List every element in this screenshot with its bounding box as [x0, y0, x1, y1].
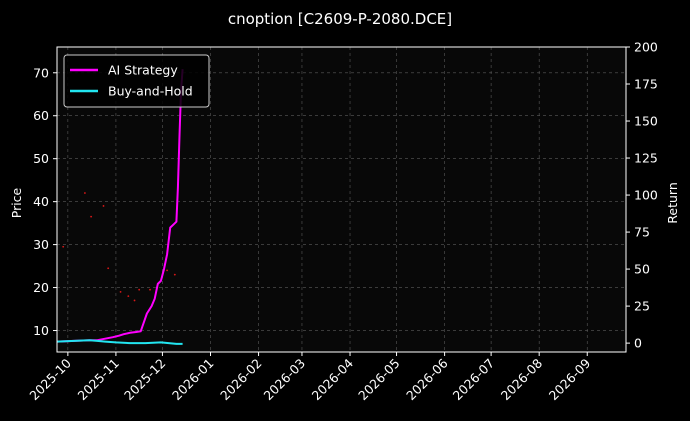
- y-tick-label: 60: [33, 108, 49, 123]
- scatter-point: [138, 288, 141, 291]
- chart-title: cnoption [C2609-P-2080.DCE]: [228, 10, 452, 28]
- scatter-point: [102, 205, 105, 207]
- scatter-point: [133, 299, 136, 302]
- legend-box: [63, 54, 210, 108]
- y2-tick-label: 175: [634, 77, 658, 92]
- y2-tick-label: 150: [634, 114, 658, 129]
- y2-tick-label: 125: [634, 151, 658, 166]
- scatter-point: [107, 267, 110, 270]
- y2-tick-label: 100: [634, 188, 658, 203]
- series-line-1: [56, 339, 183, 345]
- y2-tick-label: 25: [634, 299, 650, 314]
- scatter-point: [127, 295, 130, 298]
- scatter-point: [84, 192, 86, 194]
- scatter-point: [173, 273, 176, 276]
- y-tick-label: 70: [33, 65, 49, 80]
- legend-label: Buy-and-Hold: [108, 84, 193, 99]
- scatter-point: [62, 245, 65, 248]
- legend-label: AI Strategy: [108, 63, 178, 78]
- y2-tick-label: 200: [634, 40, 658, 55]
- y-tick-label: 20: [33, 280, 49, 295]
- scatter-point: [119, 290, 122, 293]
- y-tick-label: 50: [33, 151, 49, 166]
- y2-tick-label: 75: [634, 225, 650, 240]
- plot-frame: [56, 46, 627, 353]
- y-tick-label: 30: [33, 237, 49, 252]
- series-line-0: [56, 69, 184, 343]
- scatter-point: [166, 269, 168, 272]
- y2-axis-label: Return: [665, 182, 680, 223]
- y2-tick-label: 0: [634, 336, 642, 351]
- y-axis-label: Price: [9, 187, 24, 218]
- scatter-point: [149, 288, 151, 291]
- y2-tick-label: 50: [634, 262, 650, 277]
- scatter-point: [90, 215, 93, 218]
- y-tick-label: 40: [33, 194, 49, 209]
- y-tick-label: 10: [33, 323, 49, 338]
